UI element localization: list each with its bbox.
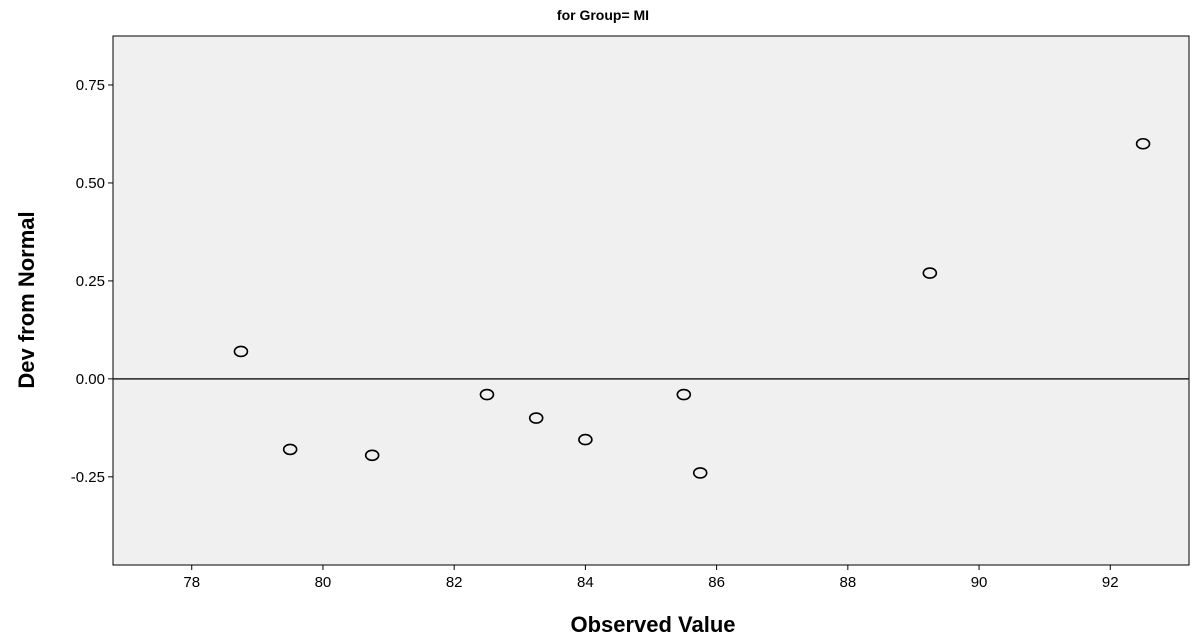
data-point	[578, 433, 593, 446]
x-tick-label: 92	[1102, 574, 1119, 591]
x-tick-label: 80	[315, 574, 332, 591]
x-axis-ticks: 78 80 82 84 86 88 90 92	[183, 565, 1119, 591]
data-point	[364, 449, 380, 462]
x-tick-label: 82	[446, 574, 463, 591]
x-tick-label: 88	[839, 574, 856, 591]
data-point	[676, 388, 692, 401]
data-point	[233, 345, 249, 358]
y-tick-label: 0.50	[76, 175, 105, 192]
y-tick-label: -0.25	[71, 469, 105, 486]
x-tick-label: 84	[577, 574, 594, 591]
data-point	[922, 267, 938, 279]
y-axis-title: Dev from Normal	[14, 211, 39, 388]
plot-area	[112, 35, 1190, 566]
chart-title: for Group= MI	[557, 7, 649, 23]
x-tick-label: 78	[183, 574, 200, 591]
data-point	[692, 467, 708, 479]
data-point	[282, 443, 298, 456]
y-axis-ticks: -0.25 0.00 0.25 0.50 0.75	[71, 77, 113, 486]
y-tick-label: 0.00	[76, 371, 105, 388]
x-tick-label: 86	[708, 574, 725, 591]
x-tick-label: 90	[971, 574, 988, 591]
data-point	[1135, 137, 1151, 150]
data-point	[479, 388, 495, 401]
y-tick-label: 0.75	[76, 77, 105, 94]
y-tick-label: 0.25	[76, 273, 105, 290]
data-points	[233, 137, 1151, 479]
x-axis-title: Observed Value	[570, 612, 735, 637]
data-point	[528, 412, 544, 424]
